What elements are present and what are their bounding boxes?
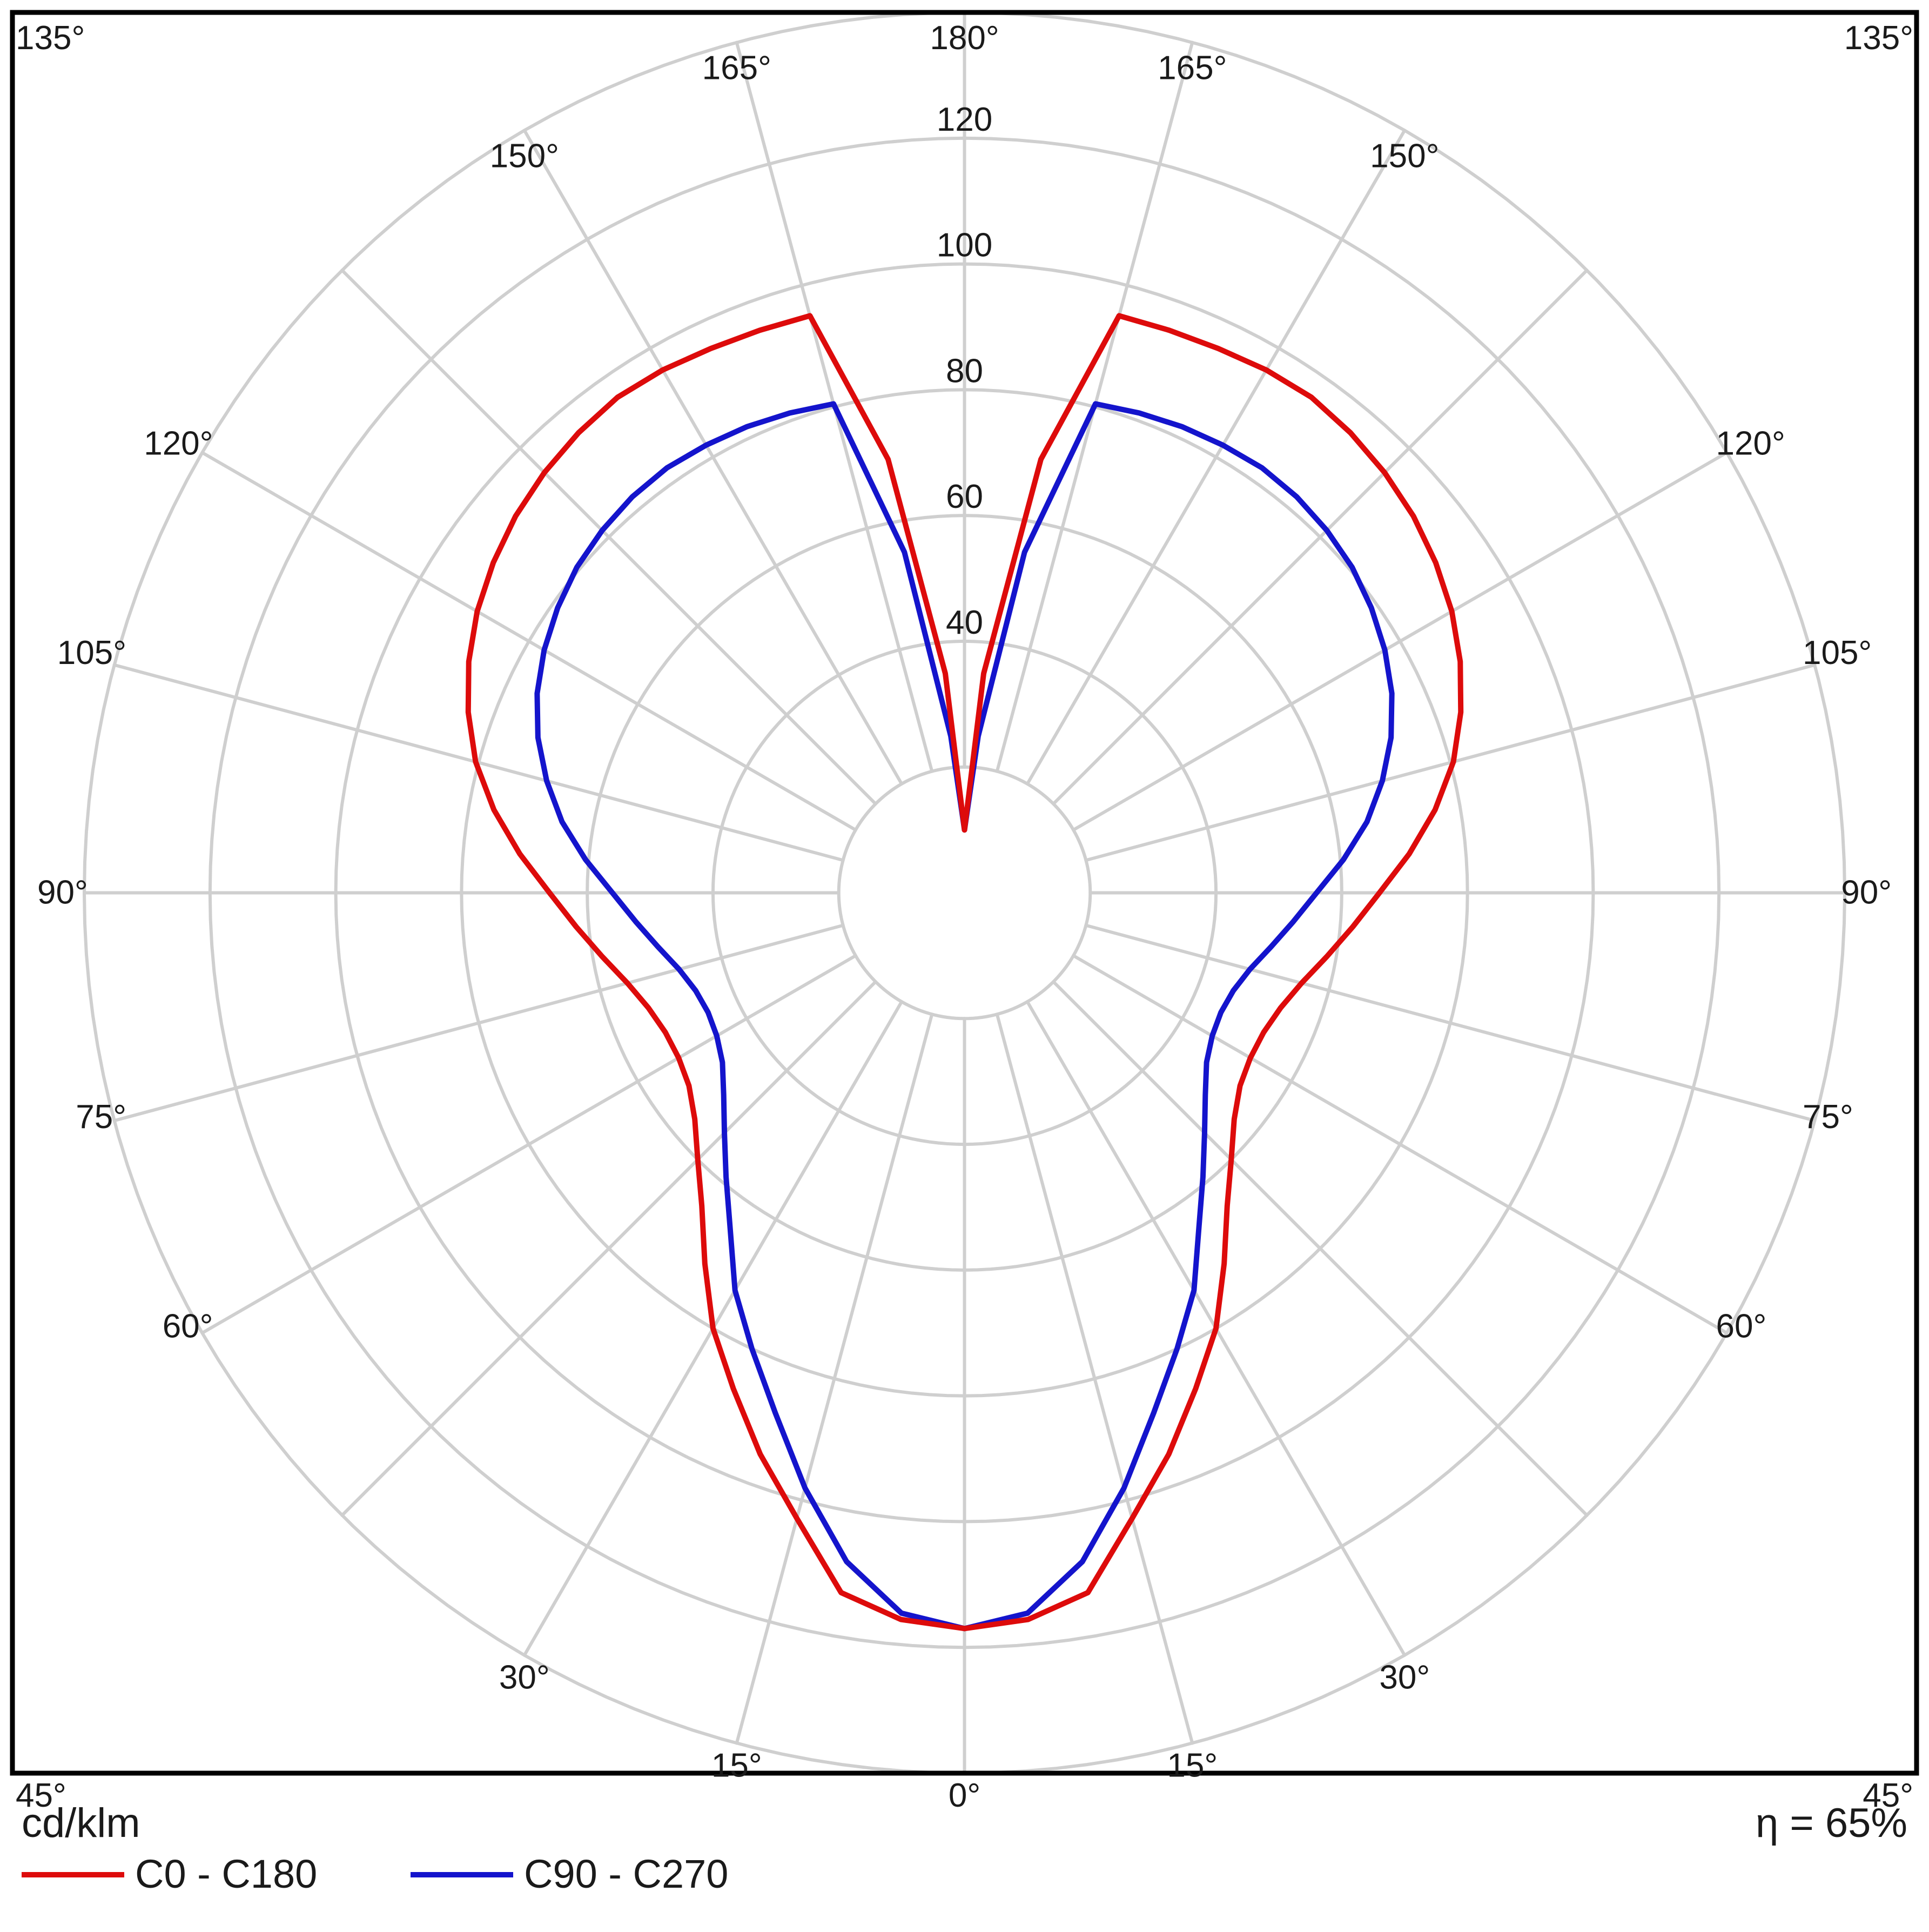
svg-text:0°: 0° (949, 1777, 980, 1814)
svg-text:15°: 15° (711, 1747, 762, 1784)
svg-text:105°: 105° (57, 634, 126, 672)
svg-text:60: 60 (946, 478, 983, 515)
svg-text:40: 40 (946, 604, 983, 641)
svg-text:165°: 165° (1158, 50, 1227, 87)
svg-text:30°: 30° (499, 1659, 550, 1696)
svg-text:90°: 90° (37, 874, 88, 911)
svg-text:135°: 135° (16, 19, 85, 57)
svg-text:C90 - C270: C90 - C270 (524, 1852, 728, 1896)
svg-text:90°: 90° (1841, 874, 1892, 911)
svg-text:η = 65%: η = 65% (1756, 1800, 1907, 1846)
svg-text:75°: 75° (1803, 1098, 1853, 1136)
svg-text:100: 100 (937, 227, 992, 264)
svg-text:150°: 150° (490, 137, 559, 175)
svg-text:30°: 30° (1379, 1659, 1430, 1696)
svg-text:60°: 60° (1716, 1308, 1767, 1345)
svg-text:cd/klm: cd/klm (22, 1800, 140, 1846)
svg-text:150°: 150° (1370, 137, 1439, 175)
svg-text:60°: 60° (163, 1308, 213, 1345)
svg-text:120°: 120° (144, 425, 213, 462)
svg-text:105°: 105° (1803, 634, 1872, 672)
svg-text:C0 - C180: C0 - C180 (135, 1852, 317, 1896)
svg-text:180°: 180° (930, 19, 999, 57)
svg-text:165°: 165° (702, 50, 771, 87)
svg-text:120: 120 (937, 101, 992, 138)
svg-text:120°: 120° (1716, 425, 1785, 462)
svg-text:80: 80 (946, 352, 983, 390)
svg-text:15°: 15° (1167, 1747, 1218, 1784)
svg-text:75°: 75° (76, 1098, 126, 1136)
svg-text:135°: 135° (1844, 19, 1913, 57)
